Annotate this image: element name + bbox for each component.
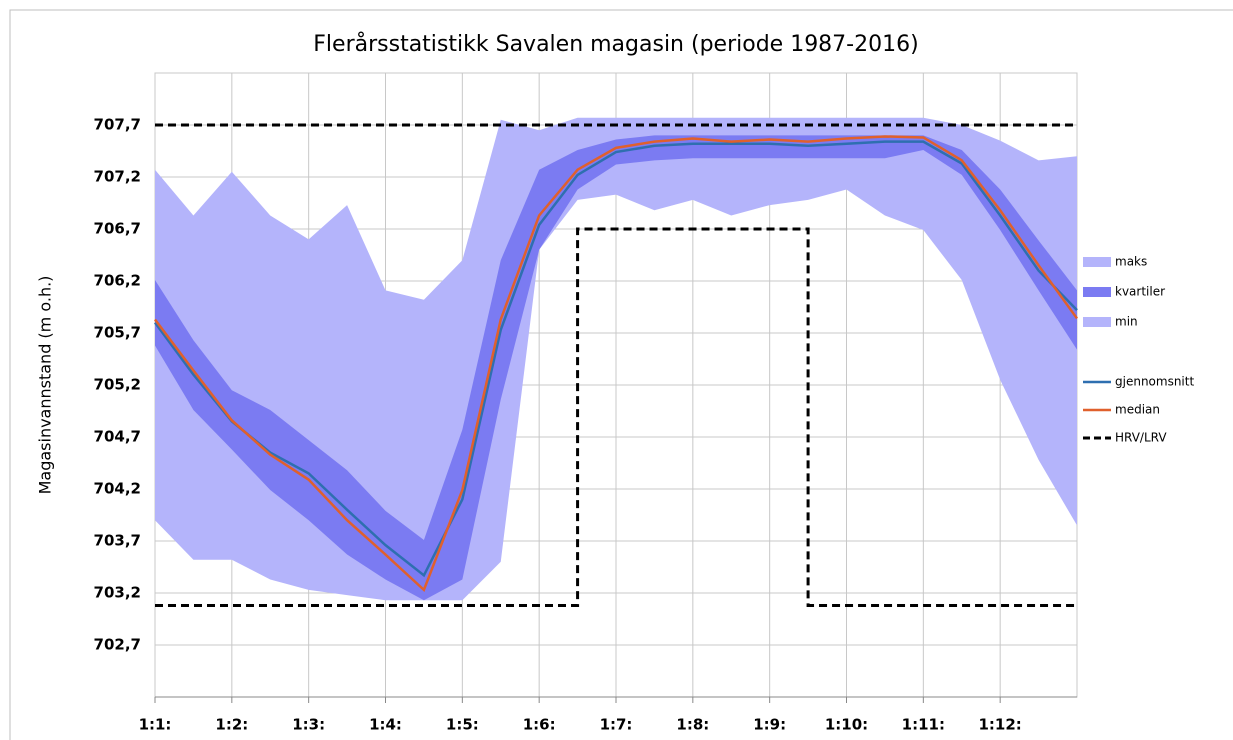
x-tick-label: 1:12: [979,716,1022,734]
legend-label: min [1115,315,1138,329]
chart-title: Flerårsstatistikk Savalen magasin (perio… [313,31,918,57]
x-tick-label: 1:11: [902,716,945,734]
y-tick-label: 705,2 [94,376,141,394]
series-line [154,135,1079,593]
legend-label: HRV/LRV [1115,431,1167,445]
y-tick-label: 704,7 [94,428,141,446]
x-tick-label: 1:5: [446,716,479,734]
x-tick-label: 1:9: [753,716,786,734]
x-tick-label: 1:1: [139,716,172,734]
y-tick-label: 702,7 [94,636,141,654]
legend-label: maks [1115,255,1147,269]
y-tick-label: 707,7 [94,116,141,134]
lrv-line [155,227,1077,607]
min-max-band [155,117,1077,601]
y-axis-label: Magasinvannstand (m o.h.) [36,276,55,495]
y-tick-label: 707,2 [94,168,141,186]
y-tick-label: 705,7 [94,324,141,342]
legend-label: gjennomsnitt [1115,375,1194,389]
y-tick-label: 703,7 [94,532,141,550]
quartile-band [155,135,1077,601]
x-tick-label: 1:7: [600,716,633,734]
x-tick-label: 1:10: [825,716,868,734]
legend-swatch [1083,257,1111,267]
legend-label: median [1115,403,1160,417]
x-tick-label: 1:8: [676,716,709,734]
x-tick-label: 1:4: [369,716,402,734]
legend-swatch [1083,287,1111,297]
x-tick-label: 1:6: [523,716,556,734]
y-tick-label: 704,2 [94,480,141,498]
series-line [153,140,1078,578]
y-tick-label: 706,2 [94,272,141,290]
x-tick-label: 1:2: [215,716,248,734]
legend-swatch [1083,317,1111,327]
chart-frame [9,9,1233,740]
y-tick-label: 703,2 [94,584,141,602]
x-tick-label: 1:3: [292,716,325,734]
y-tick-label: 706,7 [94,220,141,238]
legend-label: kvartiler [1115,285,1165,299]
